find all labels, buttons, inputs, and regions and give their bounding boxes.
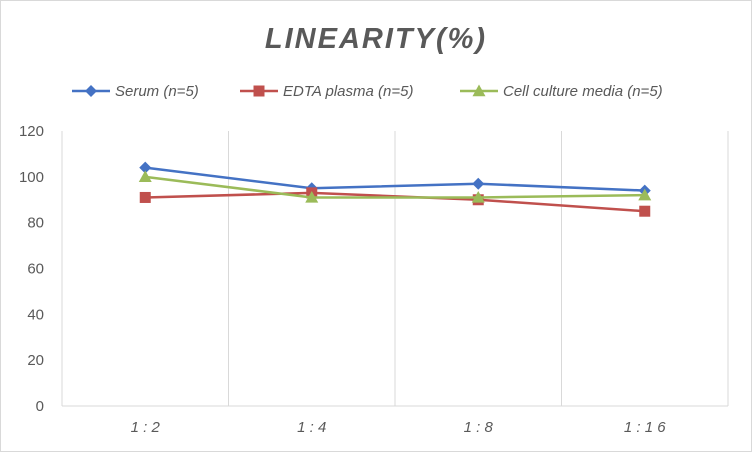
data-point	[138, 170, 152, 183]
x-tick-label: 1 : 4	[297, 419, 326, 436]
legend-label: EDTA plasma (n=5)	[283, 83, 413, 100]
legend: Serum (n=5) EDTA plasma (n=5) Cell culture…	[72, 83, 663, 100]
y-tick-label: 60	[27, 261, 44, 278]
legend-label: Cell culture media (n=5)	[503, 83, 663, 100]
y-tick-label: 0	[36, 398, 44, 415]
chart-title: LINEARITY(%)	[265, 23, 487, 55]
y-tick-label: 40	[27, 306, 44, 323]
legend-item-3: Cell culture media (n=5)	[460, 83, 663, 100]
legend-item-2: EDTA plasma (n=5)	[240, 83, 413, 100]
legend-marker	[253, 85, 265, 97]
legend-marker	[85, 85, 97, 97]
x-axis: 1 : 2 1 : 4 1 : 8 1 : 1 6	[131, 419, 667, 436]
data-point	[471, 190, 485, 203]
data-point	[472, 177, 485, 190]
data-point	[639, 205, 651, 217]
grid	[61, 131, 729, 407]
data-point	[305, 190, 319, 203]
data-point	[139, 161, 152, 174]
series-layer	[138, 161, 652, 217]
x-tick-label: 1 : 2	[131, 419, 161, 436]
series-line	[145, 166, 645, 192]
x-tick-label: 1 : 8	[464, 419, 494, 436]
legend-marker	[472, 84, 486, 97]
series-3	[138, 170, 652, 203]
legend-label: Serum (n=5)	[115, 83, 199, 100]
y-tick-label: 120	[19, 123, 44, 140]
y-tick-label: 80	[27, 215, 44, 232]
series-line	[145, 175, 645, 199]
y-tick-label: 100	[19, 169, 44, 186]
y-axis: 0 20 40 60 80 100 120	[19, 123, 44, 415]
x-tick-label: 1 : 1 6	[624, 419, 666, 436]
data-point	[139, 191, 151, 203]
legend-item-1: Serum (n=5)	[72, 83, 199, 100]
y-tick-label: 20	[27, 352, 44, 369]
data-point	[638, 188, 652, 201]
